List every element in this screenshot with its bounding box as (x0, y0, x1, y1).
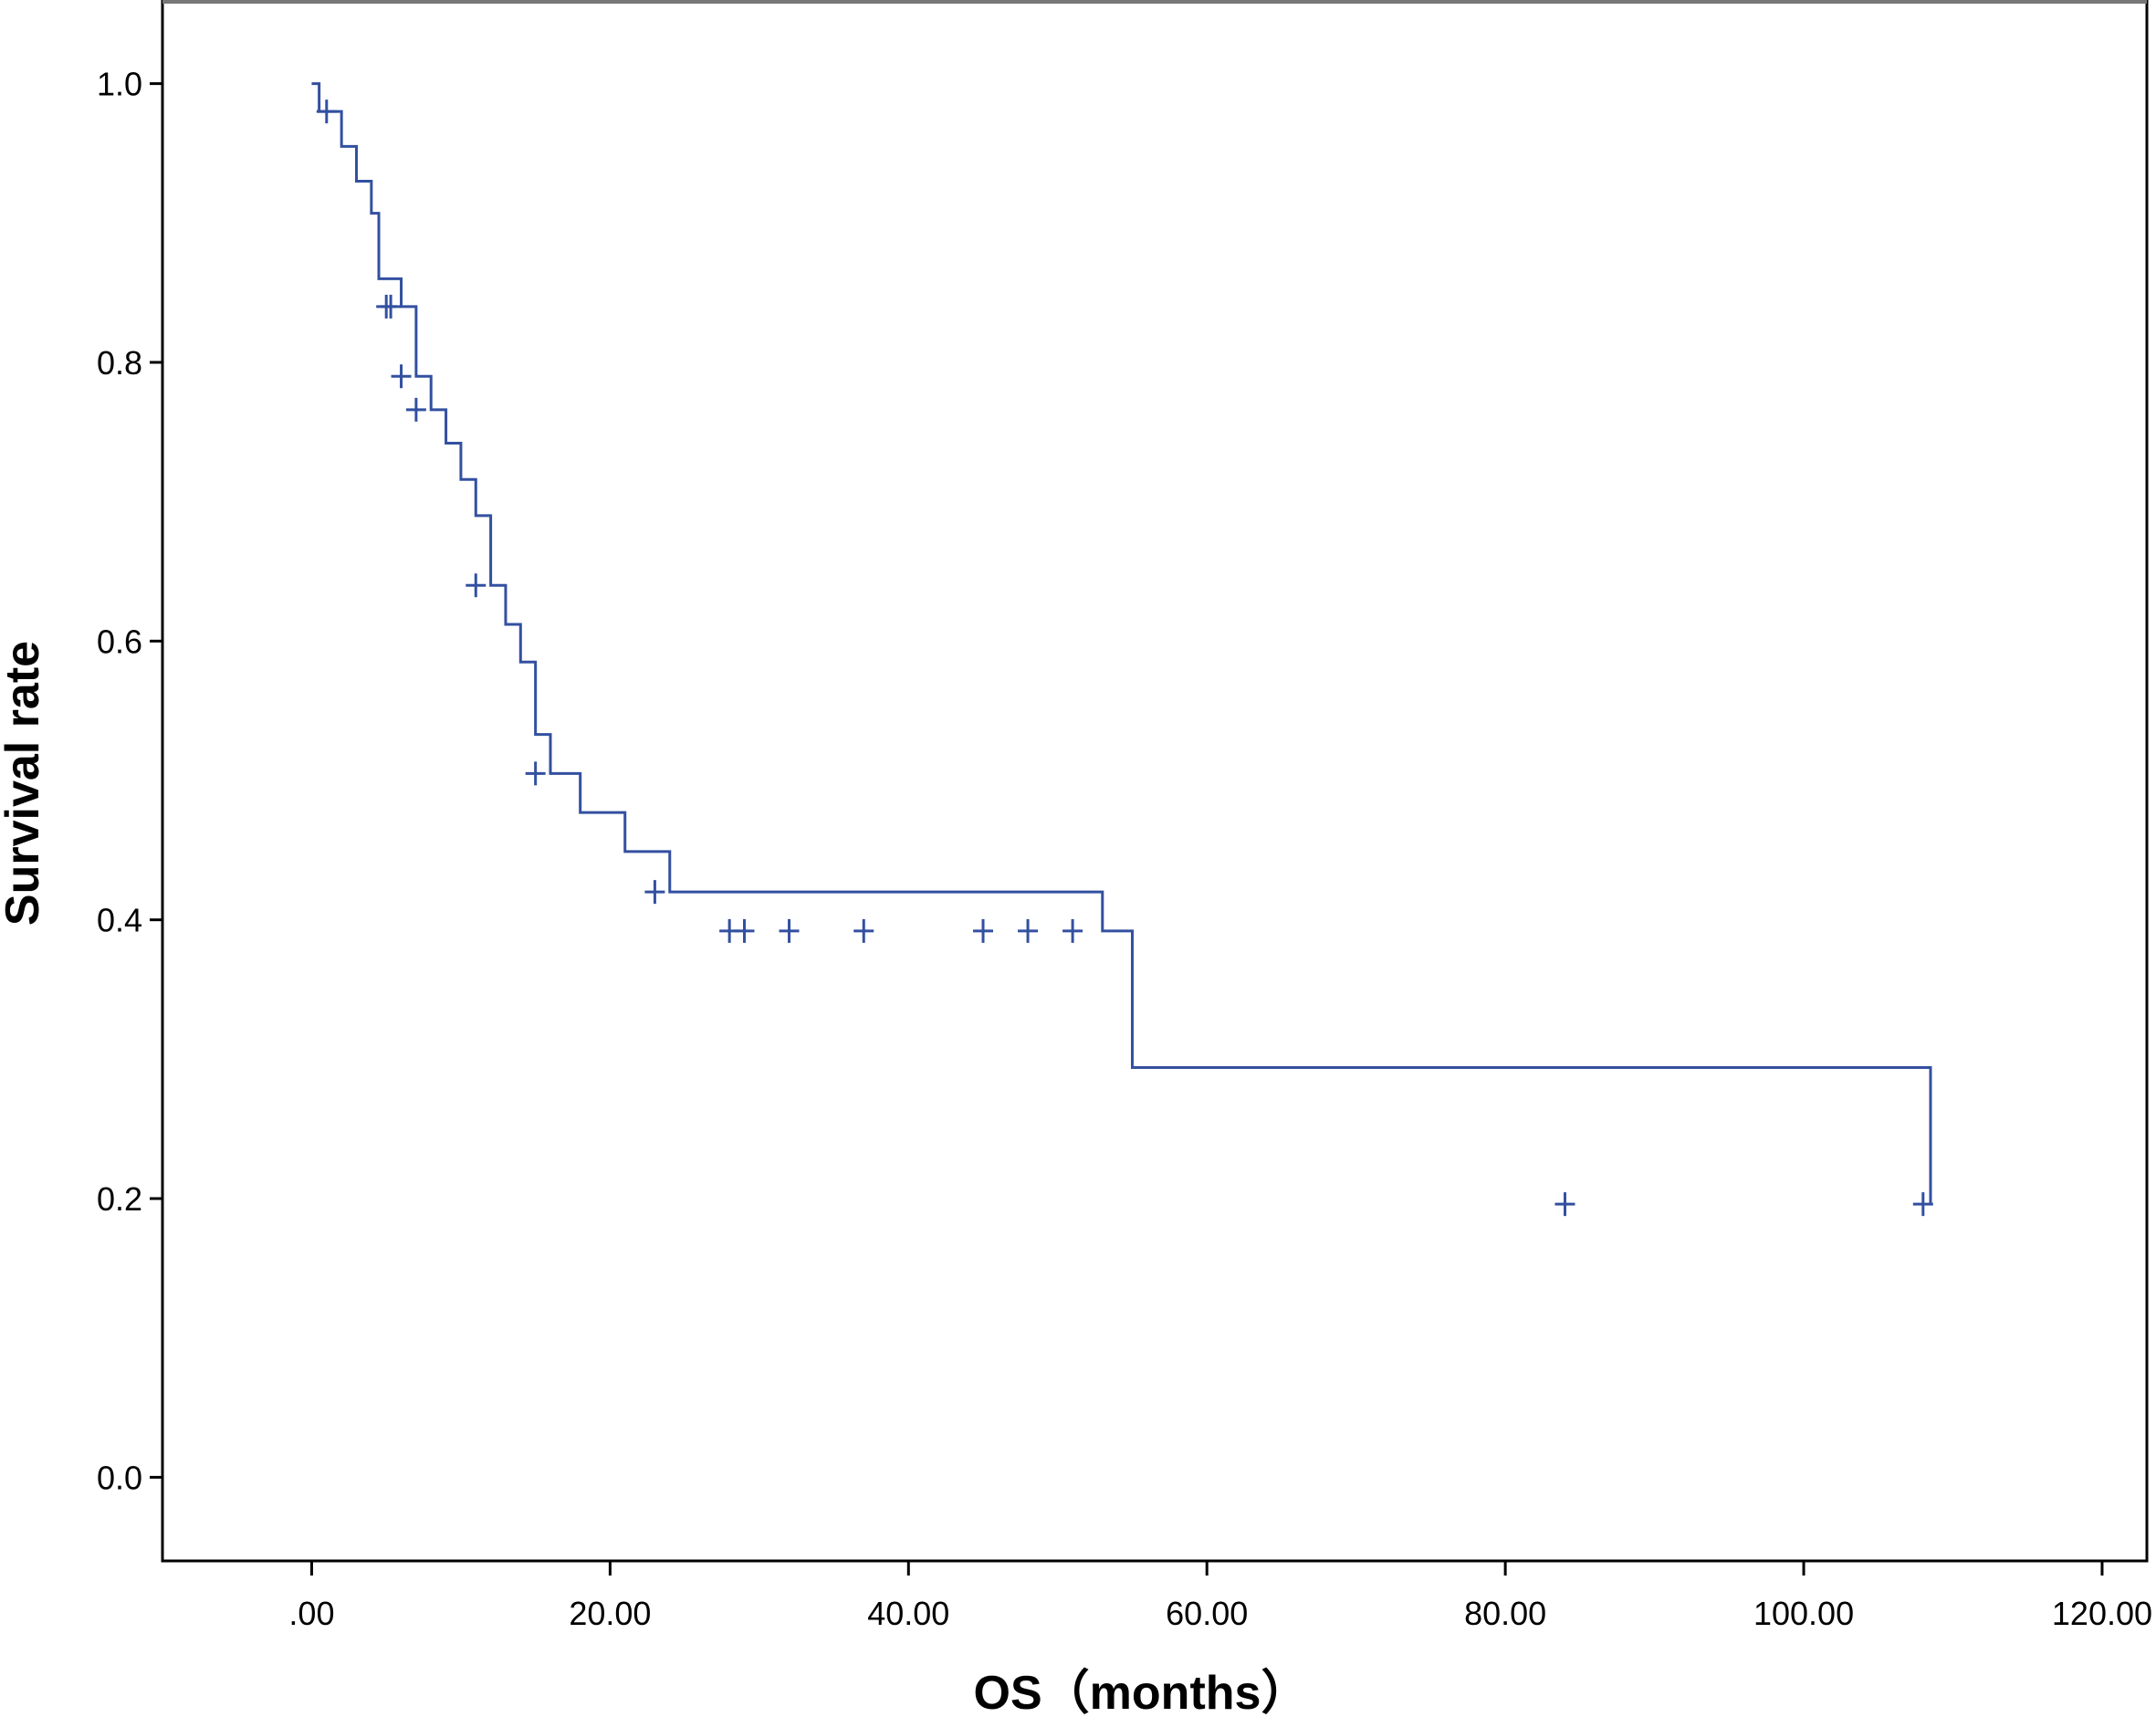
y-axis-title: Survival rate (0, 641, 49, 926)
x-tick-label: 120.00 (2052, 1595, 2152, 1632)
y-tick-label: 0.2 (97, 1180, 142, 1218)
x-tick-label: 20.00 (569, 1595, 651, 1632)
survival-curve (311, 82, 1932, 1205)
censor-mark (1062, 918, 1083, 943)
x-tick-label: .00 (288, 1595, 334, 1632)
censor-mark (466, 573, 487, 598)
x-tick-label: 40.00 (867, 1595, 949, 1632)
survival-step-line (311, 82, 1932, 1205)
x-tick-label: 60.00 (1166, 1595, 1248, 1632)
plot-frame (161, 0, 2149, 1563)
x-axis-ticks: .00 20.00 40.00 60.00 80.00 100.00 120.00 (288, 1561, 2152, 1632)
censor-mark (973, 918, 994, 943)
y-tick-label: 1.0 (97, 66, 142, 103)
y-axis-ticks: 0.0 0.2 0.4 0.6 0.8 1.0 (97, 66, 162, 1496)
y-tick-label: 0.8 (97, 344, 142, 382)
censor-mark (779, 918, 800, 943)
censor-mark (644, 880, 665, 905)
x-axis-title: OS（months） (974, 1667, 1309, 1717)
censor-mark (853, 918, 874, 943)
x-tick-label: 100.00 (1753, 1595, 1854, 1632)
censor-mark (381, 294, 402, 319)
x-tick-label: 80.00 (1464, 1595, 1546, 1632)
censor-marks (316, 99, 1933, 1217)
censor-mark (316, 99, 337, 124)
censor-mark (1554, 1192, 1575, 1217)
censor-mark (405, 397, 426, 422)
y-tick-label: 0.4 (97, 902, 142, 939)
y-tick-label: 0.0 (97, 1459, 142, 1496)
censor-mark (525, 761, 546, 786)
censor-mark (1018, 918, 1039, 943)
y-tick-label: 0.6 (97, 623, 142, 660)
censor-mark (1912, 1192, 1933, 1217)
censor-mark (734, 918, 755, 943)
censor-mark (391, 364, 412, 389)
